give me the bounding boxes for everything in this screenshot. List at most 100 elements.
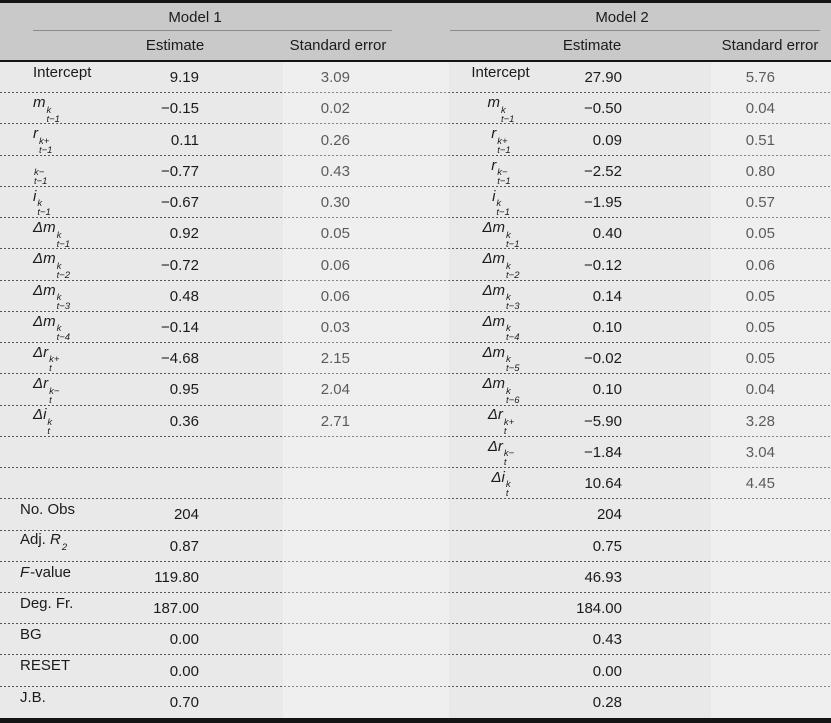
label-prefix: Intercept bbox=[471, 63, 530, 81]
label-superscript: k bbox=[506, 229, 511, 241]
label-subscript: t bbox=[505, 488, 509, 500]
label-scripts: k t−1 bbox=[46, 105, 60, 125]
m1-variable-label bbox=[0, 470, 115, 498]
label-subscript: t−2 bbox=[506, 269, 520, 281]
m2-estimate-value: 0.14 bbox=[592, 287, 622, 305]
statistic-row: J.B. 0.70 0.28 bbox=[0, 687, 831, 718]
model1-title: Model 1 bbox=[168, 9, 222, 26]
m1-stderr-value: 0.05 bbox=[320, 225, 350, 243]
m1-variable-label: Δm k t−4 bbox=[0, 313, 115, 343]
label-symbol: R bbox=[50, 531, 61, 549]
parameter-row: Δr k+ t −4.68 2.15 Δm k t−5 −0.02 0.05 bbox=[0, 343, 831, 375]
label-scripts: k t−2 bbox=[506, 262, 520, 281]
m2-stderr-value: 3.04 bbox=[745, 443, 775, 461]
statistic-row: Deg. Fr. 187.00 184.00 bbox=[0, 593, 831, 625]
label-scripts: k− t bbox=[504, 449, 514, 468]
label-superscript: k− bbox=[49, 385, 60, 397]
label-symbol: Δm bbox=[33, 312, 56, 330]
m1-stat-value: 0.00 bbox=[169, 662, 199, 680]
m2-variable-label: r k+ t−1 bbox=[350, 125, 562, 155]
m2-estimate-value: −1.95 bbox=[584, 194, 622, 212]
label-scripts: k t−1 bbox=[56, 230, 71, 250]
label-prefix: No. Obs bbox=[20, 501, 76, 519]
label-scripts: k− t−1 bbox=[497, 168, 510, 187]
label-symbol: Δm bbox=[33, 281, 56, 299]
label-superscript: k+ bbox=[497, 135, 508, 147]
statistic-row: RESET 0.00 0.00 bbox=[0, 655, 831, 687]
label-symbol: i bbox=[33, 187, 37, 205]
m2-variable-label: m k t−1 bbox=[350, 94, 562, 124]
label-superscript: k bbox=[37, 198, 43, 210]
m2-estimate-value: 0.40 bbox=[592, 225, 622, 243]
m1-estimate-value: 9.19 bbox=[169, 69, 199, 87]
statistic-label: No. Obs bbox=[0, 501, 115, 529]
label-subscript: t−1 bbox=[39, 144, 53, 156]
statistic-label: RESET bbox=[0, 657, 115, 685]
m1-stderr-value: 0.06 bbox=[320, 256, 350, 274]
m2-variable-label: Δm k t−6 bbox=[350, 375, 562, 405]
label-subscript: t−5 bbox=[506, 363, 520, 375]
m1-estimate-value: 0.36 bbox=[169, 412, 199, 430]
label-subscript: t−1 bbox=[497, 144, 511, 156]
m2-variable-label: Δm k t−3 bbox=[350, 282, 562, 312]
label-subscript: t−1 bbox=[34, 176, 48, 188]
m2-stderr-value: 0.05 bbox=[745, 287, 775, 305]
m1-estimate-value: −0.14 bbox=[161, 318, 199, 336]
m2-stat-value: 0.28 bbox=[592, 693, 622, 711]
m2-variable-label: Δm k t−4 bbox=[350, 313, 562, 343]
m1-variable-label: r k+ t−1 bbox=[0, 125, 115, 155]
label-symbol: Δm bbox=[482, 312, 506, 330]
label-superscript: k bbox=[505, 479, 511, 491]
m2-estimate-value: 0.10 bbox=[592, 318, 622, 336]
model1-estimate-column-header: Estimate bbox=[145, 37, 205, 54]
m2-variable-label: Δm k t−5 bbox=[350, 344, 562, 374]
label-symbol: F bbox=[20, 563, 30, 581]
label-scripts: k+ t−1 bbox=[39, 135, 53, 156]
label-subscript: t−1 bbox=[37, 207, 51, 219]
m2-stderr-value: 0.80 bbox=[745, 162, 775, 180]
label-scripts: k t−1 bbox=[37, 198, 51, 219]
m2-variable-label: Δr k− t bbox=[350, 438, 562, 468]
label-symbol: Δi bbox=[491, 468, 505, 486]
m2-stderr-value: 4.45 bbox=[745, 475, 775, 493]
label-subscript: t−1 bbox=[46, 113, 60, 125]
label-scripts: k− t bbox=[49, 385, 60, 405]
label-symbol: i bbox=[492, 187, 496, 205]
label-prefix: BG bbox=[20, 626, 42, 644]
statistic-label: F -value bbox=[0, 564, 115, 592]
label-subscript: t−6 bbox=[506, 394, 520, 406]
label-superscript: k+ bbox=[39, 135, 50, 147]
m2-variable-label: Intercept bbox=[350, 64, 562, 92]
label-prefix: J.B. bbox=[20, 688, 46, 706]
label-superscript: k bbox=[56, 323, 62, 335]
m2-estimate-value: 0.10 bbox=[592, 381, 622, 399]
m1-variable-label: Δr k+ t bbox=[0, 344, 115, 374]
m1-estimate-value: −0.15 bbox=[161, 100, 199, 118]
m1-estimate-value: −0.77 bbox=[161, 162, 199, 180]
label-subscript: t−3 bbox=[506, 301, 520, 312]
m1-variable-label: Δi k t bbox=[0, 406, 115, 436]
label-symbol: r bbox=[491, 125, 497, 143]
m1-estimate-value: −0.67 bbox=[161, 194, 199, 212]
label-subscript: t−1 bbox=[501, 113, 515, 125]
m1-variable-label: k− t−1 bbox=[0, 157, 115, 187]
statistic-row: F -value 119.80 46.93 bbox=[0, 562, 831, 594]
label-symbol: Δr bbox=[487, 406, 503, 424]
label-scripts: k t−1 bbox=[496, 198, 509, 218]
label-subscript: t−4 bbox=[56, 332, 71, 344]
label-symbol: Δm bbox=[33, 250, 56, 268]
m2-estimate-value: −5.90 bbox=[584, 412, 622, 430]
label-superscript: k bbox=[496, 198, 502, 210]
label-subscript: t−1 bbox=[56, 238, 71, 250]
parameter-row: i k t−1 −0.67 0.30 i k t−1 −1.95 0.57 bbox=[0, 187, 831, 219]
label-superscript: k bbox=[506, 292, 511, 303]
m2-stderr-value: 0.05 bbox=[745, 225, 775, 243]
label-prefix: RESET bbox=[20, 657, 71, 675]
m2-variable-label: Δm k t−1 bbox=[350, 219, 562, 249]
label-superscript: k bbox=[506, 385, 511, 397]
m2-variable-label: Δm k t−2 bbox=[350, 250, 562, 280]
m2-stderr-value: 5.76 bbox=[745, 69, 775, 87]
